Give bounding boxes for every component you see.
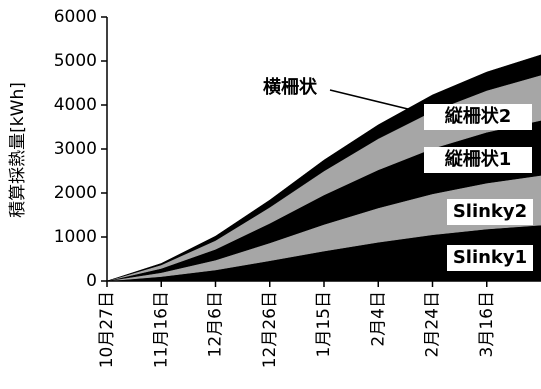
y-axis-title: 積算採熱量[kWh] (8, 82, 28, 218)
series-label: 横柵状 (263, 76, 318, 98)
x-tick-label: 1月15日 (314, 291, 334, 357)
x-tick-label: 10月27日 (97, 291, 117, 368)
series-label: Slinky1 (453, 247, 527, 268)
x-tick-label: 2月24日 (423, 291, 443, 357)
label-box (424, 104, 532, 130)
label-box (447, 199, 533, 225)
y-tick-label: 0 (86, 271, 97, 291)
y-tick-label: 4000 (54, 95, 97, 115)
x-tick-label: 11月16日 (151, 291, 171, 368)
y-tick-label: 6000 (54, 7, 97, 27)
x-tick-label: 12月26日 (260, 291, 280, 368)
y-tick-label: 1000 (54, 227, 97, 247)
series-label: Slinky2 (453, 201, 527, 222)
label-box (447, 245, 533, 271)
series-label: 縦柵状1 (445, 148, 512, 170)
series-label: 縦柵状2 (445, 105, 512, 127)
x-tick-label: 3月16日 (477, 291, 497, 357)
x-tick-label: 12月6日 (206, 291, 226, 357)
y-tick-label: 5000 (54, 51, 97, 71)
label-box (424, 147, 532, 173)
y-tick-label: 3000 (54, 139, 97, 159)
label-arrow (329, 89, 413, 111)
y-tick-label: 2000 (54, 183, 97, 203)
x-tick-label: 2月4日 (368, 291, 388, 347)
